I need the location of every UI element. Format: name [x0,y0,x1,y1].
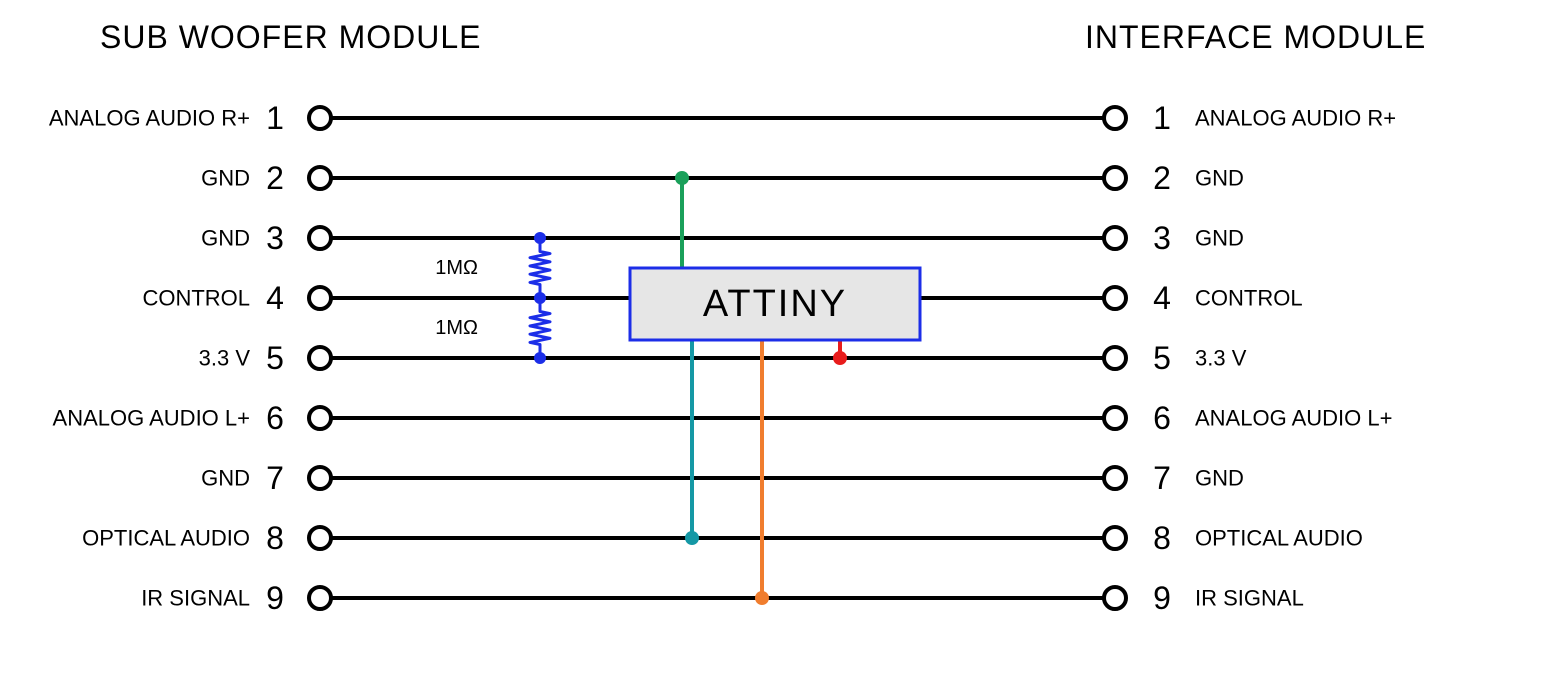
left-pin-4-num: 4 [266,280,284,316]
left-pin-2-label: GND [201,166,250,191]
resistor-junction-1 [534,292,546,304]
resistor-junction-0 [534,232,546,244]
gnd-tap-green-junction [675,171,689,185]
left-pin-5 [309,347,331,369]
resistor-upper [530,238,550,298]
ir-tap-orange-junction [755,591,769,605]
right-pin-2-label: GND [1195,166,1244,191]
left-pin-6 [309,407,331,429]
vcc-tap-red-junction [833,351,847,365]
left-title: SUB WOOFER MODULE [100,19,481,55]
left-pin-7-label: GND [201,466,250,491]
right-pin-6-label: ANALOG AUDIO L+ [1195,406,1392,431]
right-pin-6-num: 6 [1153,400,1171,436]
left-pin-2-num: 2 [266,160,284,196]
left-pin-8-num: 8 [266,520,284,556]
right-pin-8-label: OPTICAL AUDIO [1195,526,1363,551]
left-pin-8 [309,527,331,549]
right-pin-7-num: 7 [1153,460,1171,496]
right-pin-4 [1104,287,1126,309]
right-title: INTERFACE MODULE [1085,19,1426,55]
left-pin-2 [309,167,331,189]
resistor-junction-2 [534,352,546,364]
resistor-upper-label: 1MΩ [435,257,478,279]
left-pin-3 [309,227,331,249]
right-pin-2-num: 2 [1153,160,1171,196]
right-pin-9-num: 9 [1153,580,1171,616]
left-pin-5-num: 5 [266,340,284,376]
right-pin-1-label: ANALOG AUDIO R+ [1195,106,1396,131]
left-pin-7-num: 7 [266,460,284,496]
resistor-lower-label: 1MΩ [435,317,478,339]
resistor-lower [530,298,550,358]
left-pin-3-label: GND [201,226,250,251]
right-pin-3 [1104,227,1126,249]
left-pin-4 [309,287,331,309]
right-pin-5-label: 3.3 V [1195,346,1247,371]
right-pin-8 [1104,527,1126,549]
left-pin-1 [309,107,331,129]
right-pin-1-num: 1 [1153,100,1171,136]
left-pin-7 [309,467,331,489]
left-pin-6-label: ANALOG AUDIO L+ [53,406,250,431]
right-pin-4-label: CONTROL [1195,286,1303,311]
right-pin-4-num: 4 [1153,280,1171,316]
right-pin-3-label: GND [1195,226,1244,251]
right-pin-5-num: 5 [1153,340,1171,376]
right-pin-1 [1104,107,1126,129]
optical-tap-teal-junction [685,531,699,545]
left-pin-3-num: 3 [266,220,284,256]
right-pin-2 [1104,167,1126,189]
right-pin-9 [1104,587,1126,609]
left-pin-5-label: 3.3 V [199,346,251,371]
right-pin-6 [1104,407,1126,429]
left-pin-9 [309,587,331,609]
left-pin-1-label: ANALOG AUDIO R+ [49,106,250,131]
left-pin-9-label: IR SIGNAL [141,586,250,611]
right-pin-9-label: IR SIGNAL [1195,586,1304,611]
attiny-chip-label: ATTINY [703,283,847,325]
left-pin-8-label: OPTICAL AUDIO [82,526,250,551]
left-pin-6-num: 6 [266,400,284,436]
right-pin-8-num: 8 [1153,520,1171,556]
right-pin-7 [1104,467,1126,489]
right-pin-7-label: GND [1195,466,1244,491]
left-pin-1-num: 1 [266,100,284,136]
right-pin-3-num: 3 [1153,220,1171,256]
left-pin-4-label: CONTROL [142,286,250,311]
left-pin-9-num: 9 [266,580,284,616]
right-pin-5 [1104,347,1126,369]
